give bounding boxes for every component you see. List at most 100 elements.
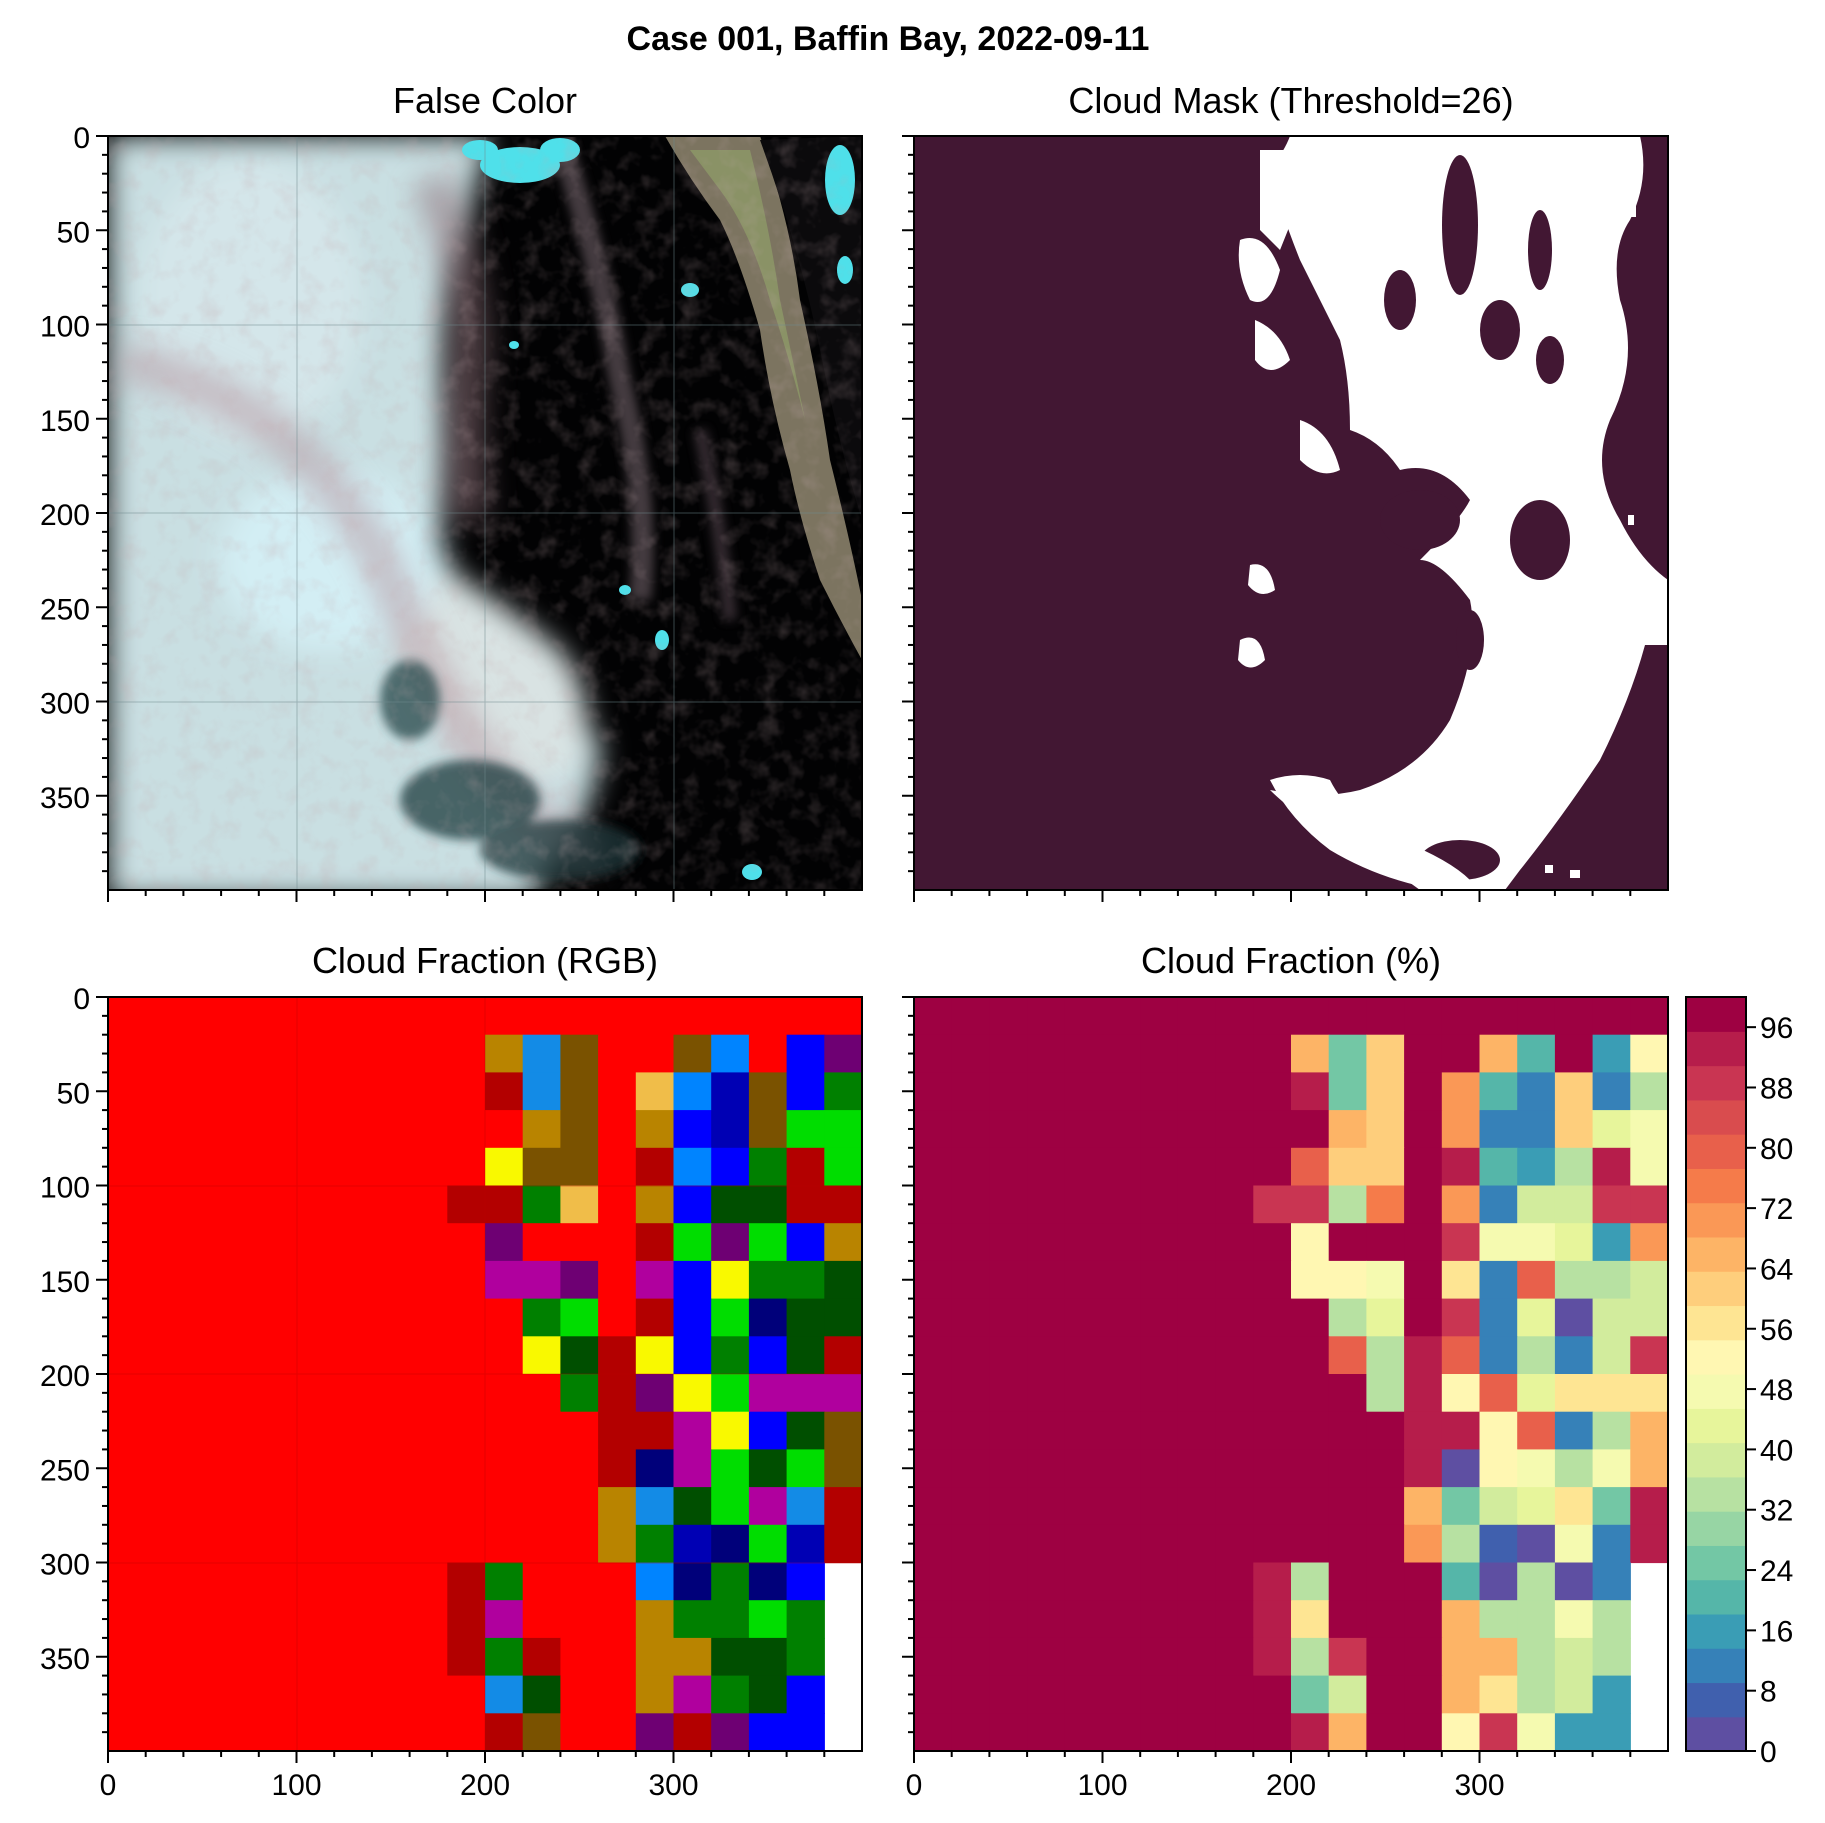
cf-pct-cell	[1291, 997, 1330, 1036]
cf-rgb-cell	[409, 1637, 448, 1677]
cf-pct-cell	[1140, 1637, 1179, 1677]
cf-rgb-cell	[409, 1298, 448, 1337]
cf-pct-cell	[1630, 1487, 1669, 1526]
cf-rgb-cell	[183, 1072, 222, 1111]
cf-rgb-cell	[371, 1637, 411, 1677]
cf-rgb-cell	[485, 1675, 524, 1714]
cf-pct-cell	[1404, 1411, 1443, 1450]
cf-rgb-cell	[371, 1524, 411, 1564]
cf-pct-cell	[914, 1675, 953, 1714]
cf-rgb-cell	[522, 1260, 561, 1300]
cf-pct-cell	[951, 1637, 990, 1677]
cf-pct-cell	[1064, 1675, 1104, 1714]
cf-pct-cell	[1517, 1637, 1556, 1677]
cf-rgb-cell	[673, 1223, 712, 1262]
cf-pct-cell	[914, 1600, 953, 1639]
cf-rgb-cell	[485, 1637, 524, 1677]
cf-rgb-cell	[371, 1713, 411, 1752]
cf-pct-cell	[1630, 997, 1669, 1036]
cf-rgb-cell	[560, 1110, 599, 1149]
cf-rgb-cell	[748, 1487, 788, 1526]
cf-pct-cell	[1517, 1185, 1556, 1224]
cf-pct-cell	[1291, 1600, 1330, 1639]
cf-rgb-cell	[409, 1600, 448, 1639]
false-color-image	[108, 136, 862, 890]
cf-pct-cell	[1630, 1374, 1669, 1413]
cf-pct-cell	[1102, 1260, 1141, 1300]
cf-pct-cell	[989, 1223, 1028, 1262]
cf-pct-cell	[1404, 1374, 1443, 1413]
cf-rgb-cell	[748, 1147, 788, 1187]
cf-rgb-cell	[145, 1034, 184, 1073]
cf-rgb-cell	[786, 1034, 825, 1073]
cf-pct-cell	[1328, 1675, 1367, 1714]
cf-rgb-cell	[522, 997, 561, 1036]
cf-rgb-cell	[485, 1600, 524, 1639]
cf-pct-cell	[951, 1449, 990, 1488]
cf-rgb-cell	[145, 1600, 184, 1639]
cf-rgb-cell	[447, 1185, 486, 1224]
cf-rgb-cell	[598, 1675, 637, 1714]
cf-rgb-cell	[145, 1110, 184, 1149]
cf-pct-cell	[989, 1524, 1028, 1564]
cf-pct-cell	[1554, 1600, 1594, 1639]
cf-pct-cell	[1140, 1223, 1179, 1262]
cf-pct-cell	[1291, 1637, 1330, 1677]
colorbar-band	[1686, 1134, 1746, 1169]
cf-pct-cell	[1441, 997, 1481, 1036]
cf-pct-cell	[1517, 1034, 1556, 1073]
cf-pct-cell	[1404, 1147, 1443, 1187]
cf-rgb-cell	[183, 1562, 222, 1601]
cf-rgb-cell	[824, 1110, 863, 1149]
cf-rgb-cell	[673, 1411, 712, 1450]
cf-rgb-cell	[711, 1600, 750, 1639]
cf-rgb-y-tick-label: 150	[40, 1266, 90, 1299]
cf-rgb-cell	[635, 1110, 675, 1149]
cf-pct-cell	[1253, 1260, 1292, 1300]
cf-rgb-cell	[108, 1260, 147, 1300]
cf-pct-cell	[1102, 1147, 1141, 1187]
colorbar-band	[1686, 997, 1746, 1032]
cf-rgb-cell	[485, 997, 524, 1036]
cf-rgb-cell	[711, 1223, 750, 1262]
cf-rgb-cell	[334, 1072, 373, 1111]
cf-rgb-cell	[447, 1223, 486, 1262]
cf-rgb-cell	[447, 1147, 486, 1187]
cf-pct-cell	[1592, 997, 1631, 1036]
cf-rgb-cell	[711, 1675, 750, 1714]
cf-pct-cell	[1291, 1713, 1330, 1752]
cf-pct-cell	[989, 1034, 1028, 1073]
cf-rgb-cell	[522, 1713, 561, 1752]
cf-pct-cell	[1328, 1562, 1367, 1601]
cf-pct-cell	[1366, 1185, 1405, 1224]
cf-pct-cell	[1140, 1336, 1179, 1375]
cf-pct-cell	[1140, 1411, 1179, 1450]
cf-pct-cell	[1554, 1675, 1594, 1714]
cf-rgb-cell	[108, 1147, 147, 1187]
cf-rgb-cell	[296, 1411, 335, 1450]
cf-rgb-cell	[786, 1675, 825, 1714]
cf-pct-cell	[1366, 1072, 1405, 1111]
cf-pct-cell	[951, 1223, 990, 1262]
cf-rgb-cell	[334, 1600, 373, 1639]
cf-rgb-cell	[258, 1600, 298, 1639]
cf-pct-cell	[1630, 1147, 1669, 1187]
cf-rgb-cell	[447, 1600, 486, 1639]
cf-pct-cell	[1140, 1147, 1179, 1187]
cf-pct-cell	[1177, 1072, 1217, 1111]
cf-rgb-cell	[673, 1524, 712, 1564]
cf-pct-cell	[1441, 1524, 1481, 1564]
cf-pct-cell	[1441, 1110, 1481, 1149]
cf-pct-cell	[1366, 1675, 1405, 1714]
cf-pct-cell	[1366, 1034, 1405, 1073]
cf-pct-cell	[1253, 1336, 1292, 1375]
cf-rgb-cell	[108, 1110, 147, 1149]
cf-pct-cell	[1253, 1374, 1292, 1413]
cf-rgb-cell	[145, 1675, 184, 1714]
cf-pct-cell	[1517, 1449, 1556, 1488]
cf-rgb-cell	[409, 1223, 448, 1262]
cf-rgb-cell	[145, 1336, 184, 1375]
colorbar-tick-label: 88	[1760, 1072, 1793, 1105]
cf-pct-cell	[1554, 1411, 1594, 1450]
